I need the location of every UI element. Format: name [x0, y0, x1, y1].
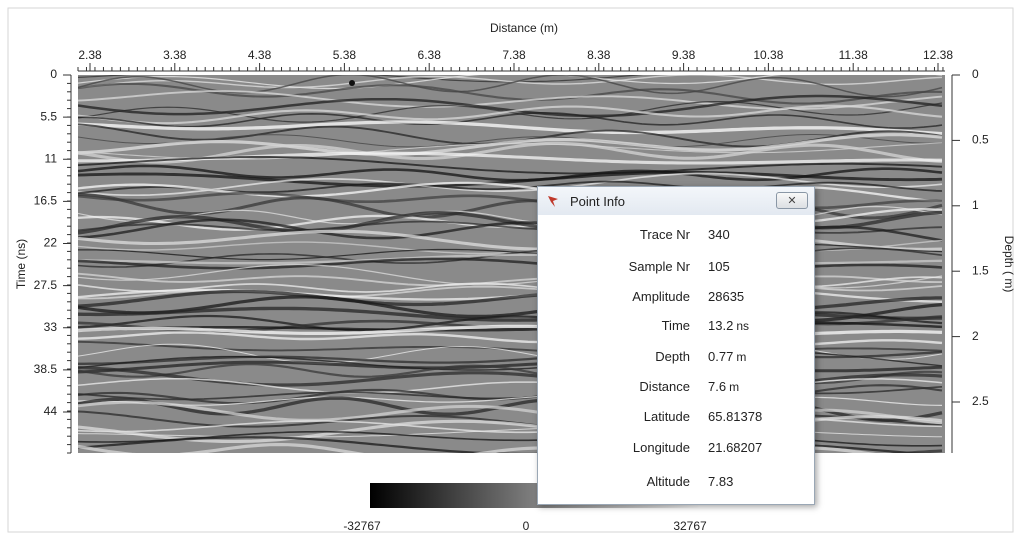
field-label: Trace Nr	[640, 227, 690, 242]
depth-axis-title: Depth ( m)	[1002, 236, 1016, 293]
distance-tick-label: 11.38	[839, 48, 868, 62]
field-label: Latitude	[644, 409, 690, 424]
distance-tick-label: 8.38	[587, 48, 611, 62]
field-label: Sample Nr	[629, 259, 690, 274]
time-axis-title: Time (ns)	[14, 239, 28, 289]
field-label: Time	[662, 318, 690, 333]
distance-axis-title: Distance (m)	[490, 21, 558, 35]
field-label: Altitude	[647, 474, 690, 489]
time-tick-label: 22	[44, 236, 58, 250]
depth-tick-label: 2.5	[972, 394, 989, 408]
field-label: Depth	[655, 349, 690, 364]
time-tick-label: 27.5	[34, 278, 58, 292]
depth-tick-label: 2	[972, 329, 979, 343]
field-value: 105	[708, 259, 730, 274]
depth-tick-label: 0.5	[972, 133, 989, 147]
dialog-title: Point Info	[570, 194, 625, 209]
time-tick-label: 16.5	[34, 194, 58, 208]
distance-tick-label: 9.38	[672, 48, 696, 62]
field-label: Longitude	[633, 440, 690, 455]
time-tick-label: 5.5	[40, 109, 57, 123]
distance-tick-label: 5.38	[333, 48, 357, 62]
distance-tick-label: 12.38	[923, 48, 953, 62]
colorbar-label: -32767	[343, 519, 381, 533]
time-tick-label: 44	[44, 404, 58, 418]
field-value: 340	[708, 227, 730, 242]
field-value-group: 340	[708, 227, 730, 242]
field-value-group: 105	[708, 259, 730, 274]
field-value: 7.83	[708, 474, 733, 489]
field-value-group: 7.83	[708, 474, 733, 489]
distance-tick-label: 3.38	[163, 48, 187, 62]
dialog-title-bar: Point Info ✕	[538, 187, 814, 215]
time-tick-label: 38.5	[34, 362, 58, 376]
field-label: Distance	[639, 379, 690, 394]
field-value-group: 21.68207	[708, 440, 762, 455]
cursor-dot	[349, 80, 355, 86]
depth-tick-label: 1.5	[972, 263, 989, 277]
distance-tick-label: 6.38	[418, 48, 442, 62]
field-value: 21.68207	[708, 440, 762, 455]
app-window: Distance (m) Time (ns) Depth ( m) 2.38 3.…	[0, 0, 1021, 540]
colorbar-label: 32767	[673, 519, 707, 533]
field-value: 13.2	[708, 318, 733, 333]
time-tick-label: 0	[50, 67, 57, 81]
distance-tick-label: 4.38	[248, 48, 272, 62]
close-button[interactable]: ✕	[776, 192, 808, 209]
colorbar-label: 0	[523, 519, 530, 533]
field-unit: m	[729, 380, 739, 394]
field-unit: ns	[736, 319, 749, 333]
distance-tick-label: 7.38	[502, 48, 526, 62]
field-value-group: 65.81378	[708, 409, 762, 424]
radargram-view: Distance (m) Time (ns) Depth ( m) 2.38 3.…	[0, 0, 1021, 540]
field-label: Amplitude	[632, 289, 690, 304]
field-value: 28635	[708, 289, 744, 304]
depth-tick-label: 1	[972, 198, 979, 212]
time-tick-label: 11	[45, 151, 58, 165]
field-value: 0.77	[708, 349, 733, 364]
point-info-dialog: Point Info ✕ Trace Nr 340 Sample Nr 105 Ampl…	[537, 186, 815, 505]
depth-tick-label: 0	[972, 67, 979, 81]
distance-tick-label: 10.38	[753, 48, 783, 62]
time-tick-label: 33	[44, 320, 58, 334]
field-value-group: 28635	[708, 289, 744, 304]
field-unit: m	[736, 350, 746, 364]
field-value: 7.6	[708, 379, 726, 394]
distance-tick-label: 2.38	[78, 48, 102, 62]
dialog-icon	[546, 194, 560, 208]
field-value: 65.81378	[708, 409, 762, 424]
